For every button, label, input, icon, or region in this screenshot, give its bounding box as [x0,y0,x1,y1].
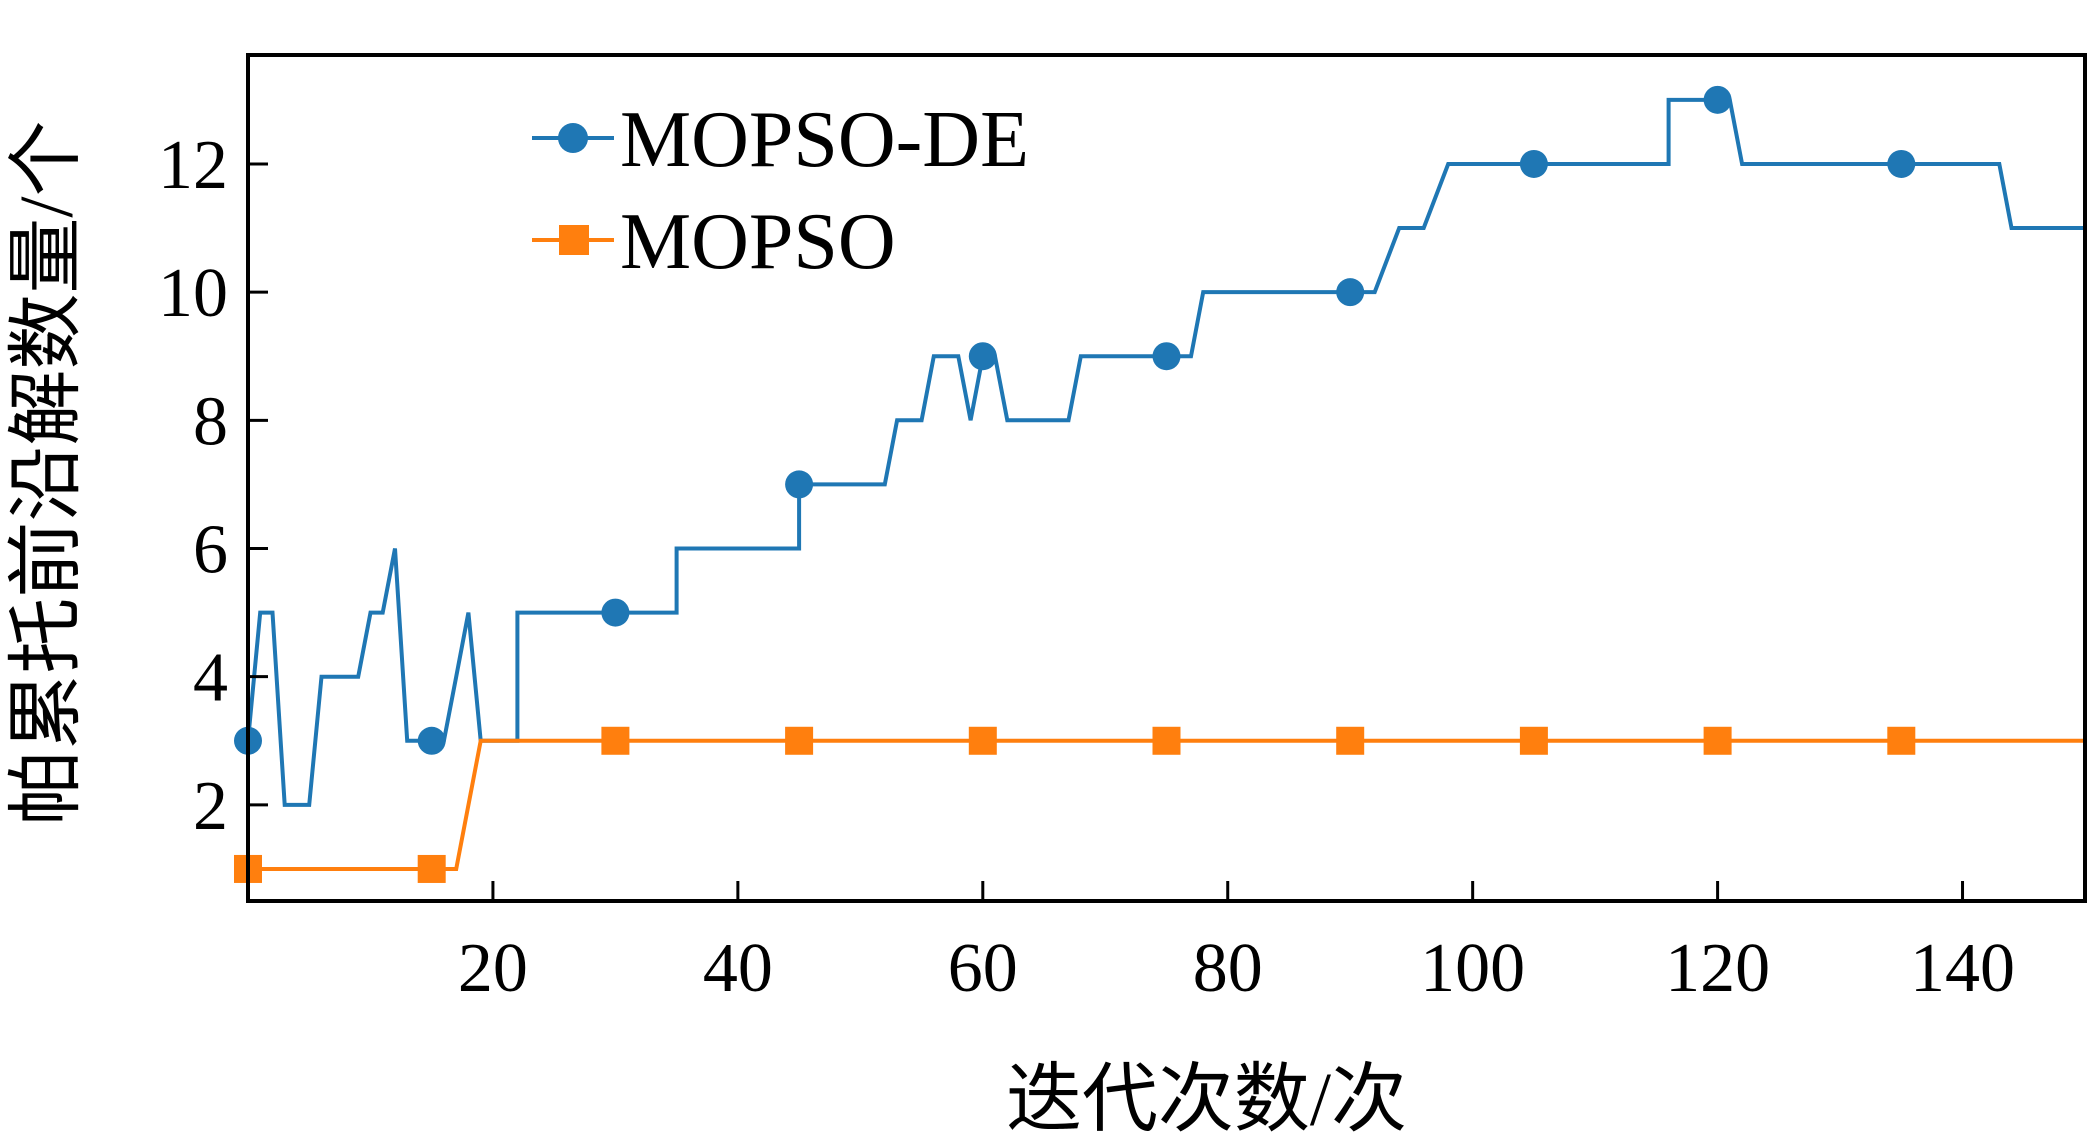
data-point [968,726,997,755]
data-point [785,470,814,499]
data-point [1887,726,1916,755]
data-point [1152,342,1181,371]
y-tick-label: 8 [193,383,228,460]
y-tick-label: 2 [193,768,228,845]
legend: MOPSO-DE MOPSO [532,96,1029,286]
data-point [1703,726,1732,755]
legend-marker [559,225,589,255]
y-tick-label: 6 [193,512,228,589]
data-point [1519,149,1548,178]
data-point [1336,278,1365,307]
series-mopso-de [234,85,2085,807]
data-point [601,726,630,755]
x-tick-label: 120 [1665,930,1770,1007]
x-tick-label: 100 [1420,930,1525,1007]
y-tick-label: 12 [158,127,228,204]
legend-marker [558,123,588,153]
legend-label: MOPSO-DE [620,96,1029,184]
x-tick-label: 40 [703,930,773,1007]
plot-frame [246,53,2087,903]
x-tick-label: 60 [948,930,1018,1007]
series-layer [234,85,2085,883]
data-point [1336,726,1365,755]
axes-layer: 20 40 60 80 100 120 140 2 4 6 8 10 12 [158,53,2087,1007]
data-point [1519,726,1548,755]
x-axis-title: 迭代次数/次 [1006,1058,1407,1142]
series-line [248,738,2085,871]
data-point [417,726,446,755]
data-point [785,726,814,755]
legend-entry: MOPSO-DE [532,96,1029,184]
data-point [968,342,997,371]
x-tick-label: 140 [1910,930,2015,1007]
data-point [1703,85,1732,114]
data-point [1887,149,1916,178]
data-point [417,854,446,883]
data-point [1152,726,1181,755]
y-tick-label: 4 [193,640,228,717]
y-axis-title: 帕累托前沿解数量/个 [5,120,89,825]
y-tick-label: 10 [158,255,228,332]
legend-entry: MOPSO [532,198,896,286]
series-line [246,97,2085,807]
x-tick-label: 80 [1193,930,1263,1007]
legend-label: MOPSO [620,198,896,286]
x-tick-label: 20 [458,930,528,1007]
data-point [601,598,630,627]
series-mopso [234,726,2085,883]
